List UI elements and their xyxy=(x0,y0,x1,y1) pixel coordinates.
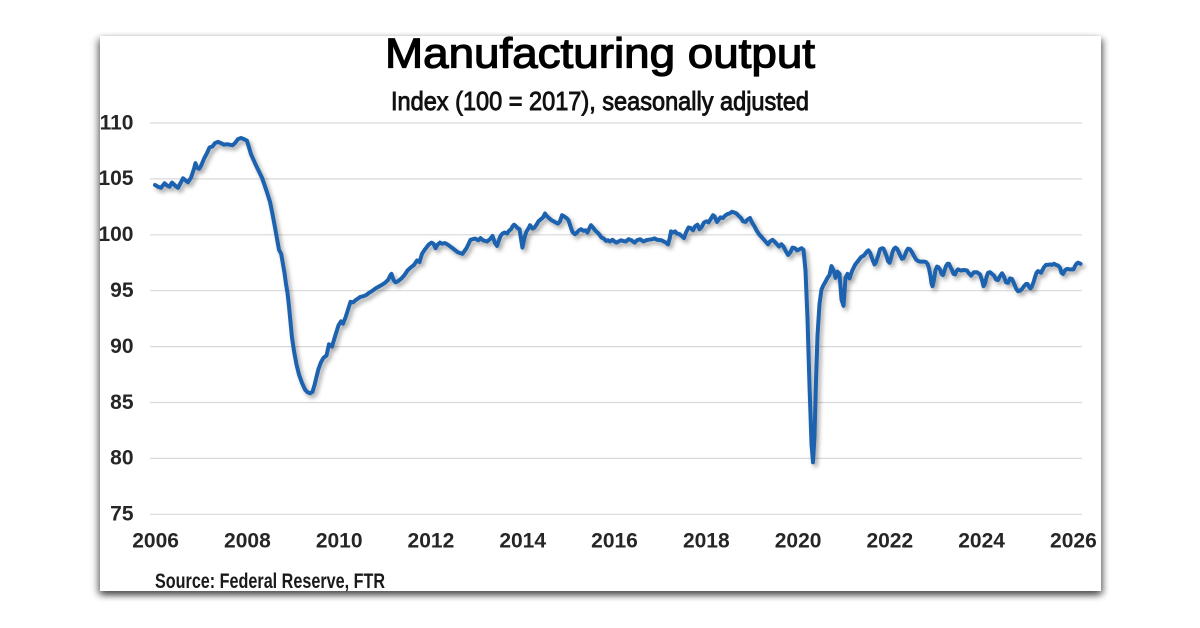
svg-text:90: 90 xyxy=(110,335,133,358)
svg-text:75: 75 xyxy=(110,503,134,526)
svg-text:Manufacturing output: Manufacturing output xyxy=(385,29,816,76)
svg-text:95: 95 xyxy=(110,279,134,302)
svg-text:2006: 2006 xyxy=(132,530,179,553)
svg-text:105: 105 xyxy=(98,167,133,190)
svg-text:110: 110 xyxy=(100,111,134,134)
svg-text:100: 100 xyxy=(98,223,133,246)
svg-text:2026: 2026 xyxy=(1050,530,1097,553)
svg-text:2016: 2016 xyxy=(591,530,638,553)
svg-text:Source: Federal Reserve, FTR: Source: Federal Reserve, FTR xyxy=(155,569,385,593)
svg-text:2024: 2024 xyxy=(958,530,1005,553)
svg-text:2008: 2008 xyxy=(224,530,271,553)
svg-text:Index (100 = 2017), seasonally: Index (100 = 2017), seasonally adjusted xyxy=(391,86,809,116)
svg-text:80: 80 xyxy=(110,447,133,470)
svg-text:2012: 2012 xyxy=(408,530,455,553)
svg-text:2018: 2018 xyxy=(683,530,730,553)
svg-text:2022: 2022 xyxy=(866,530,913,553)
svg-text:2010: 2010 xyxy=(316,530,363,553)
svg-text:85: 85 xyxy=(110,391,134,414)
svg-text:2014: 2014 xyxy=(499,530,546,553)
svg-text:2020: 2020 xyxy=(775,530,822,553)
